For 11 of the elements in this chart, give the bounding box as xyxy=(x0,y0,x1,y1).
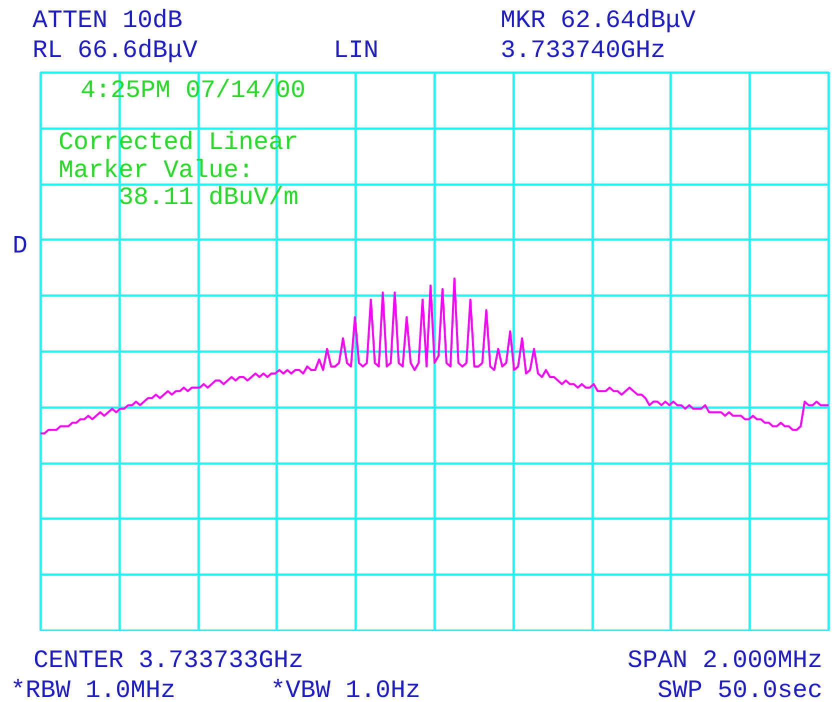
text: *VBW 1.0Hz xyxy=(270,676,421,702)
text: D xyxy=(12,231,28,260)
text: 3.733740GHz xyxy=(500,36,666,65)
text: MKR 62.64dBμV xyxy=(500,6,696,35)
text: SWP 50.0sec xyxy=(657,676,823,702)
text: RL 66.6dBμV xyxy=(32,36,198,65)
text: CENTER 3.733733GHz xyxy=(34,646,304,675)
text: *RBW 1.0MHz xyxy=(10,676,176,702)
text: SPAN 2.000MHz xyxy=(627,646,823,675)
text: ATTEN 10dB xyxy=(32,6,183,35)
text: LIN xyxy=(334,36,379,65)
